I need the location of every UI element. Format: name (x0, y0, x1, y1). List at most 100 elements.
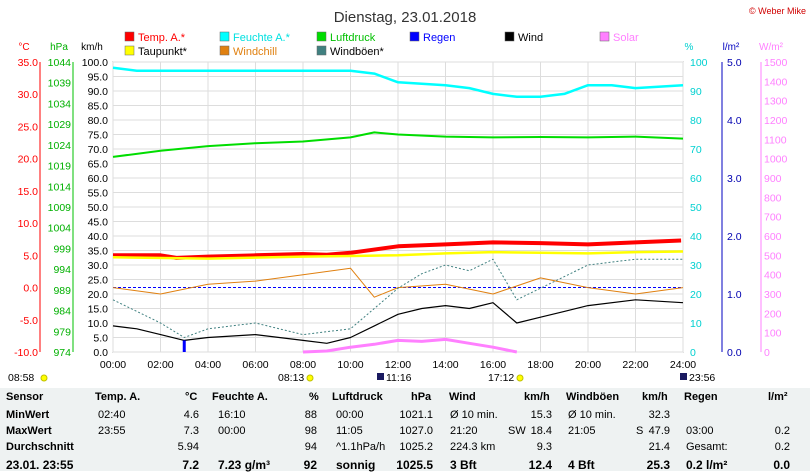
rain-tick-label: 4.0 (727, 115, 742, 127)
stat-hum-time: 7.23 g/m³ (218, 458, 271, 472)
stat-wind-info: Ø 10 min. (450, 409, 498, 421)
pressure-tick-label: 984 (53, 306, 71, 318)
stat-press-time: 11:05 (336, 425, 363, 437)
pressure-tick-label: 1039 (48, 78, 72, 90)
pressure-tick-label: 999 (53, 243, 71, 255)
pressure-tick-label: 1014 (48, 181, 72, 193)
col-sensor: Sensor (6, 391, 44, 403)
humidity-tick-label: 80 (690, 115, 702, 127)
pressure-tick-label: 1034 (48, 98, 72, 110)
legend-label: Luftdruck (330, 32, 376, 44)
series-line-taupunkt (112, 250, 684, 260)
temp-tick-label: -5.0 (20, 315, 38, 327)
series-line-windb-en (112, 258, 683, 338)
stat-press-time: 00:00 (336, 409, 364, 421)
humidity-tick-label: 0 (690, 347, 696, 359)
stat-hum-val: 94 (304, 441, 317, 453)
pressure-tick-label: 974 (53, 347, 71, 359)
solar-tick-label: 800 (764, 192, 782, 204)
stat-hum-val: 98 (304, 425, 317, 437)
stat-hum-time: 00:00 (218, 425, 246, 437)
rain-tick-label: 1.0 (727, 289, 742, 301)
x-tick-label: 02:00 (147, 359, 173, 371)
rain-axis-unit: l/m² (723, 42, 740, 53)
humidity-tick-label: 100 (690, 57, 708, 69)
stat-gust-dir: S (636, 425, 644, 437)
wind-tick-label: 100.0 (82, 57, 108, 69)
sunrise-icon (306, 374, 314, 382)
stat-gust-val: 47.9 (648, 425, 670, 437)
wind-tick-label: 75.0 (88, 130, 109, 142)
humidity-tick-label: 40 (690, 231, 702, 243)
col-wind: Wind (449, 391, 476, 403)
temp-tick-label: 25.0 (18, 121, 39, 133)
day-start-label: 08:58 (8, 372, 34, 384)
wind-tick-label: 15.0 (88, 304, 109, 316)
stat-hum-val: 92 (303, 458, 317, 472)
humidity-tick-label: 50 (690, 202, 702, 214)
stat-rain-val: 0.2 (774, 425, 790, 437)
solar-tick-label: 200 (764, 308, 782, 320)
x-tick-label: 20:00 (575, 359, 601, 371)
stat-gust-info: 21:05 (568, 425, 596, 437)
col-temp: Temp. A. (95, 391, 141, 403)
x-tick-label: 14:00 (432, 359, 458, 371)
col-rain: Regen (684, 391, 718, 403)
sunset-icon (516, 374, 524, 382)
legend-swatch (599, 31, 610, 42)
wind-tick-label: 30.0 (88, 260, 109, 272)
col-humidity-unit: % (309, 391, 319, 403)
wind-tick-label: 80.0 (88, 115, 109, 127)
solar-tick-label: 1400 (764, 76, 788, 88)
col-wind-unit: km/h (524, 391, 550, 403)
stat-gust-info: 4 Bft (568, 458, 595, 472)
solar-axis-unit: W/m² (759, 42, 784, 53)
humidity-tick-label: 10 (690, 318, 702, 330)
stat-temp-time: 02:40 (98, 409, 126, 421)
humidity-tick-label: 30 (690, 260, 702, 272)
wind-tick-label: 85.0 (88, 101, 109, 113)
stat-wind-info: 3 Bft (450, 458, 477, 472)
pressure-tick-label: 1029 (48, 119, 72, 131)
wind-tick-label: 0.0 (93, 347, 108, 359)
humidity-tick-label: 90 (690, 86, 702, 98)
pressure-tick-label: 979 (53, 326, 71, 338)
pressure-tick-label: 1019 (48, 161, 72, 173)
temp-tick-label: -10.0 (14, 347, 38, 359)
legend-label: Windböen* (330, 46, 385, 58)
x-tick-label: 12:00 (385, 359, 411, 371)
rain-tick-label: 5.0 (727, 57, 742, 69)
series-line-solar (302, 337, 518, 354)
col-temp-unit: °C (185, 391, 198, 403)
pressure-tick-label: 994 (53, 264, 71, 276)
humidity-axis-unit: % (685, 42, 694, 53)
temp-tick-label: 0.0 (23, 283, 38, 295)
stat-wind-val: 12.4 (528, 458, 552, 472)
legend-swatch (409, 31, 420, 42)
legend-label: Feuchte A.* (233, 32, 291, 44)
legend-swatch (504, 31, 515, 42)
col-gust: Windböen (566, 391, 620, 403)
moonset-icon (680, 373, 687, 380)
stat-label: Durchschnitt (6, 441, 74, 453)
solar-tick-label: 1500 (764, 57, 788, 69)
x-tick-label: 22:00 (622, 359, 648, 371)
moonrise-icon (377, 373, 384, 380)
wind-tick-label: 65.0 (88, 159, 109, 171)
stat-label: MaxWert (6, 425, 52, 437)
stat-temp-val: 7.2 (182, 458, 199, 472)
legend-swatch (316, 45, 327, 56)
moonrise-label: 11:16 (386, 372, 412, 384)
legend-label: Regen (423, 32, 455, 44)
wind-tick-label: 20.0 (88, 289, 109, 301)
humidity-tick-label: 60 (690, 173, 702, 185)
solar-tick-label: 1200 (764, 115, 788, 127)
credit-label: © Weber Mike (749, 6, 806, 16)
stat-rain-val: 0.0 (773, 458, 790, 472)
wind-tick-label: 5.0 (93, 333, 108, 345)
pressure-tick-label: 989 (53, 285, 71, 297)
series-line-feuchte-a (112, 66, 684, 99)
legend-swatch (124, 45, 135, 56)
col-pressure-unit: hPa (411, 391, 432, 403)
sunrise-label: 08:13 (278, 372, 304, 384)
